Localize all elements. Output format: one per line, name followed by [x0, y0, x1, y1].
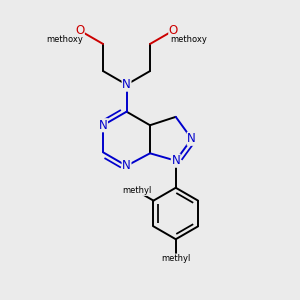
Text: N: N — [99, 119, 107, 132]
Text: methoxy: methoxy — [170, 35, 207, 44]
Text: N: N — [122, 78, 131, 91]
Text: N: N — [171, 154, 180, 167]
Text: N: N — [122, 159, 131, 172]
Text: N: N — [187, 132, 196, 145]
Text: methoxy: methoxy — [46, 35, 83, 44]
Text: methyl: methyl — [122, 187, 152, 196]
Text: O: O — [169, 24, 178, 37]
Text: O: O — [75, 24, 84, 37]
Text: methyl: methyl — [161, 254, 190, 263]
